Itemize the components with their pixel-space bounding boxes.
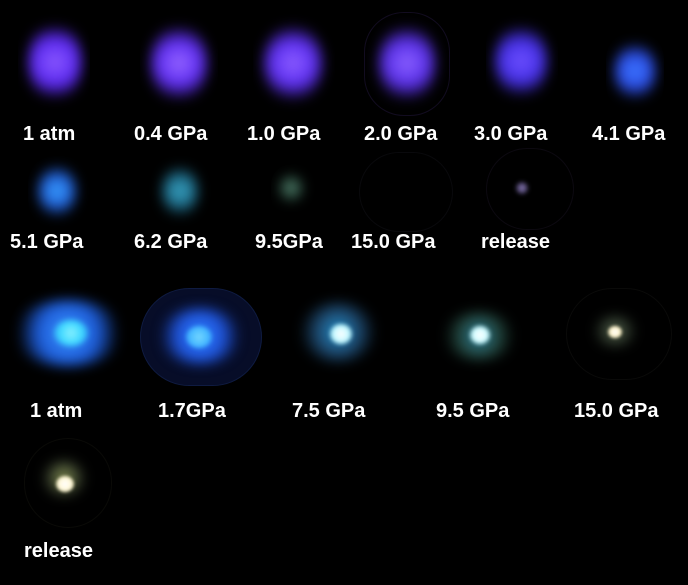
emission-image [566,288,672,380]
pressure-label: 9.5 GPa [436,400,510,422]
pressure-label: 1 atm [30,400,83,422]
emission-image [18,12,90,114]
pressure-label: 5.1 GPa [10,231,84,253]
panel-row2-2: 6.2 GPa [132,148,232,258]
emission-image [148,156,216,228]
emission-glow [150,22,208,104]
pressure-label: 15.0 GPa [574,400,659,422]
emission-core [54,320,88,346]
emission-image [8,286,132,386]
panel-row3-3: 7.5 GPa [280,278,400,428]
pressure-label: 1.0 GPa [247,123,321,145]
panel-row3-1: 1 atm [0,278,135,428]
panel-row2-4: 15.0 GPa [349,148,459,258]
panel-row1-4: 2.0 GPa [360,12,460,144]
emission-core [330,324,352,344]
panel-row2-3: 9.5GPa [253,148,343,258]
pressure-label: 1.7GPa [158,400,226,422]
pressure-label: release [481,231,550,253]
emission-core [470,326,490,344]
panel-row1-3: 1.0 GPa [245,12,345,144]
pressure-label: 2.0 GPa [364,123,438,145]
emission-core [56,476,74,492]
pressure-label: 6.2 GPa [134,231,208,253]
emission-glow [38,164,76,218]
pressure-label: 9.5GPa [255,231,323,253]
panel-row1-1: 1 atm [14,12,94,144]
panel-row4-1: release [14,438,124,568]
emission-glow [28,20,82,104]
pressure-label: release [24,540,93,562]
pressure-label: 15.0 GPa [351,231,436,253]
emission-glow [516,182,528,194]
emission-image [359,152,453,232]
emission-image [606,32,664,112]
emission-glow [279,174,303,202]
pressure-label: 4.1 GPa [592,123,666,145]
panel-row1-5: 3.0 GPa [474,12,574,144]
emission-image [282,286,394,384]
emission-image [486,148,574,230]
emission-glow [378,22,436,104]
emission-image [253,12,335,114]
panel-row3-2: 1.7GPa [138,278,268,428]
emission-core [608,326,622,338]
emission-image [428,292,530,382]
emission-image [271,164,317,220]
emission-image [140,288,262,386]
emission-glow [162,164,198,218]
emission-glow [494,22,548,100]
emission-image [24,438,112,528]
panel-row3-5: 15.0 GPa [560,278,688,428]
emission-glow [263,22,323,104]
panel-row1-6: 4.1 GPa [590,12,688,144]
emission-image [28,156,90,228]
pressure-label: 3.0 GPa [474,123,548,145]
pressure-label: 0.4 GPa [134,123,208,145]
pressure-label: 7.5 GPa [292,400,366,422]
emission-image [486,14,558,110]
pressure-label: 1 atm [23,123,76,145]
emission-glow [614,40,656,102]
panel-row2-1: 5.1 GPa [10,148,110,258]
emission-image [364,12,450,116]
panel-row1-2: 0.4 GPa [132,12,232,144]
emission-image [140,12,218,114]
emission-core [186,326,212,348]
panel-row2-5: release [478,148,574,258]
panel-row3-4: 9.5 GPa [420,278,540,428]
